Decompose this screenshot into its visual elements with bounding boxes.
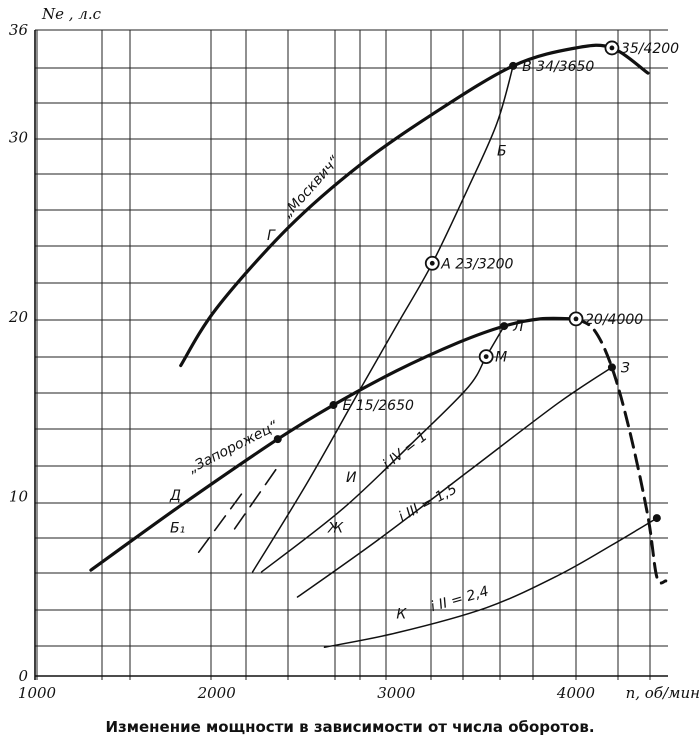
point-marker — [329, 401, 338, 410]
y-tick-label: 0 — [18, 667, 28, 685]
series-line-Б₁ — [233, 463, 281, 530]
point-annotation: 20/4000 — [585, 312, 643, 328]
point-annotation: Л — [512, 319, 524, 335]
curve-label: Г — [267, 228, 276, 244]
y-tick-label: 36 — [9, 21, 29, 39]
series-line-Д — [89, 316, 578, 572]
curve-label: Д — [169, 488, 181, 504]
point-marker — [652, 514, 661, 523]
target-marker-center — [429, 260, 435, 266]
point-annotation: 35/4200 — [621, 41, 679, 57]
point-marker — [607, 363, 616, 372]
chart: 0 10 20 30 36 1000 2000 3000 4000 Ne , л.с n, об/м… — [8, 5, 700, 702]
curve-label: Б₁ — [170, 520, 185, 536]
y-tick-label: 20 — [8, 308, 29, 326]
curve-label: Б — [497, 144, 507, 160]
series-line-Ж — [296, 366, 613, 598]
curve-label: Ж — [327, 520, 344, 536]
point-marker — [509, 61, 518, 70]
series-line-Б — [251, 65, 514, 573]
x-tick-label: 4000 — [556, 684, 596, 702]
point-annotation: В 34/3650 — [522, 59, 594, 75]
point-annotation: Е 15/2650 — [342, 398, 414, 414]
chart-caption: Изменение мощности в зависимости от числ… — [105, 718, 595, 736]
series-line-И — [260, 325, 505, 573]
point-marker — [273, 435, 282, 444]
point-annotation: З — [621, 360, 630, 376]
x-tick-label: 3000 — [377, 684, 416, 702]
series-line-З — [574, 317, 668, 585]
series-line-Г — [179, 43, 650, 368]
curve-label: И — [346, 470, 357, 486]
x-axis-label: n, об/мин — [626, 684, 700, 702]
point-annotation: М — [495, 350, 507, 366]
y-axis-label: Ne , л.с — [41, 5, 102, 23]
y-tick-label: 30 — [9, 129, 29, 147]
series-line-extra-8 — [197, 490, 245, 553]
y-tick-label: 10 — [9, 488, 29, 506]
x-tick-label: 2000 — [197, 684, 237, 702]
target-marker-center — [609, 45, 615, 51]
series-line-К — [323, 517, 658, 649]
target-marker-center — [573, 316, 579, 322]
point-annotation: А 23/3200 — [440, 256, 513, 272]
target-marker-center — [483, 354, 489, 359]
x-tick-label: 1000 — [18, 684, 57, 702]
point-marker — [500, 322, 509, 331]
curve-label: К — [396, 607, 407, 623]
